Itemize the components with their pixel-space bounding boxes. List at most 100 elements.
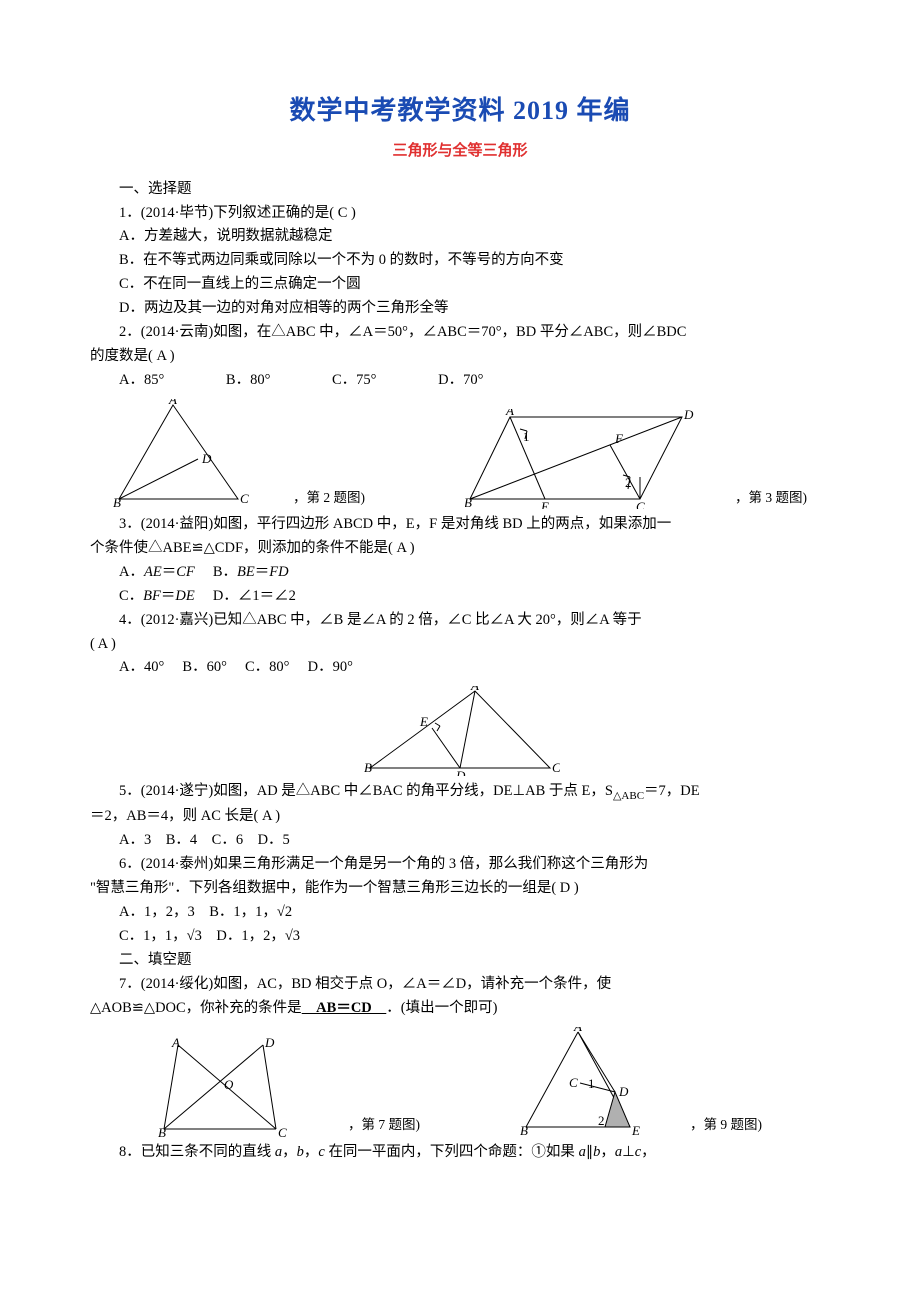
q8-c2: ， bbox=[304, 1144, 319, 1160]
main-title: 数学中考教学资料 2019 年编 bbox=[90, 90, 830, 133]
q6-line2: "智慧三角形"．下列各组数据中，能作为一个智慧三角形三边长的一组是( D ) bbox=[90, 877, 830, 901]
q3-ab: A．AE＝CF B．BE＝FD bbox=[90, 561, 830, 585]
q1: 1．(2014·毕节)下列叙述正确的是( C ) bbox=[90, 202, 830, 226]
svg-text:E: E bbox=[540, 499, 549, 509]
q3c-pre: C． bbox=[119, 588, 143, 604]
q8-c3: ， bbox=[600, 1144, 615, 1160]
section-1-heading: 一、选择题 bbox=[90, 178, 830, 202]
figure-q5: A B C D E bbox=[360, 686, 560, 776]
q5-pre: 5．(2014·遂宁)如图，AD 是△ABC 中∠BAC 的角平分线，DE⊥AB… bbox=[119, 783, 613, 799]
svg-text:A: A bbox=[505, 409, 514, 418]
q2-a: A．85° bbox=[119, 372, 164, 388]
q3b-pre: B． bbox=[198, 564, 237, 580]
q4-options: A．40° B．60° C．80° D．90° bbox=[90, 656, 830, 680]
svg-text:F: F bbox=[614, 431, 624, 446]
q7-line1: 7．(2014·绥化)如图，AC，BD 相交于点 O，∠A＝∠D，请补充一个条件… bbox=[90, 973, 830, 997]
q3a-eq: ＝ bbox=[162, 564, 177, 580]
svg-text:A: A bbox=[171, 1037, 180, 1050]
q2-c: C．75° bbox=[332, 372, 376, 388]
q8-line: 8．已知三条不同的直线 a，b，c 在同一平面内，下列四个命题：①如果 a∥b，… bbox=[90, 1141, 830, 1165]
q5-sub: △ABC bbox=[613, 790, 644, 802]
svg-text:E: E bbox=[419, 714, 428, 729]
q8-c4: ， bbox=[641, 1144, 656, 1160]
q3-cd: C．BF＝DE D．∠1＝∠2 bbox=[90, 585, 830, 609]
q4-c: C．80° bbox=[245, 659, 289, 675]
q6-cd: C．1，1，√3 D．1，2，√3 bbox=[90, 925, 830, 949]
q3a-pre: A． bbox=[119, 564, 144, 580]
svg-text:C: C bbox=[636, 499, 645, 509]
figcap-2: ，第 2 题图) bbox=[293, 487, 365, 509]
q8-c1: ， bbox=[282, 1144, 297, 1160]
q8-b: b bbox=[297, 1144, 304, 1160]
q8-pre: 8．已知三条不同的直线 bbox=[119, 1144, 275, 1160]
q4-line2: ( A ) bbox=[90, 633, 830, 657]
svg-text:A: A bbox=[470, 686, 479, 693]
q5-line2: ＝2，AB＝4，则 AC 长是( A ) bbox=[90, 805, 830, 829]
svg-text:B: B bbox=[465, 495, 472, 509]
figure-q3: ABCDEF12 bbox=[465, 409, 695, 509]
q8-aa: a bbox=[579, 1144, 586, 1160]
q7-postsuf: ．(填出一个即可) bbox=[386, 1000, 497, 1016]
svg-text:C: C bbox=[552, 760, 560, 775]
q7-line2: △AOB≌△DOC，你补充的条件是 AB＝CD ．(填出一个即可) bbox=[90, 997, 830, 1021]
q2-line1: 2．(2014·云南)如图，在△ABC 中，∠A＝50°，∠ABC＝70°，BD… bbox=[90, 321, 830, 345]
figcap-9: ，第 9 题图) bbox=[690, 1114, 762, 1136]
svg-text:2: 2 bbox=[598, 1113, 605, 1128]
svg-text:D: D bbox=[618, 1084, 629, 1099]
q3c-m1: BF bbox=[143, 588, 161, 604]
svg-text:B: B bbox=[113, 495, 121, 509]
figure-q2: ABCD bbox=[113, 399, 253, 509]
svg-text:C: C bbox=[278, 1125, 287, 1137]
svg-text:E: E bbox=[631, 1123, 640, 1137]
q2-b: B．80° bbox=[226, 372, 270, 388]
svg-text:A: A bbox=[573, 1027, 582, 1034]
q6-ab: A．1，2，3 B．1，1，√2 bbox=[90, 901, 830, 925]
q3-line1: 3．(2014·益阳)如图，平行四边形 ABCD 中，E，F 是对角线 BD 上… bbox=[90, 513, 830, 537]
figcap-7: ，第 7 题图) bbox=[348, 1114, 420, 1136]
q1-opt-c: C．不在同一直线上的三点确定一个圆 bbox=[90, 273, 830, 297]
q3c-m2: DE bbox=[175, 588, 194, 604]
q5-options: A．3 B．4 C．6 D．5 bbox=[90, 829, 830, 853]
svg-text:B: B bbox=[364, 760, 372, 775]
svg-text:D: D bbox=[455, 768, 466, 776]
q2-line2: 的度数是( A ) bbox=[90, 345, 830, 369]
svg-text:D: D bbox=[683, 409, 694, 422]
q4-a: A．40° bbox=[119, 659, 164, 675]
q5-mid: ＝7，DE bbox=[644, 783, 700, 799]
q3b-eq: ＝ bbox=[255, 564, 270, 580]
q3d: D．∠1＝∠2 bbox=[198, 588, 295, 604]
q1-opt-b: B．在不等式两边同乘或同除以一个不为 0 的数时，不等号的方向不变 bbox=[90, 249, 830, 273]
q8-par: ∥ bbox=[586, 1144, 593, 1160]
q4-d: D．90° bbox=[308, 659, 353, 675]
q6-line1: 6．(2014·泰州)如果三角形满足一个角是另一个角的 3 倍，那么我们称这个三… bbox=[90, 853, 830, 877]
q1-opt-a: A．方差越大，说明数据就越稳定 bbox=[90, 225, 830, 249]
figure-row-5: A B C D E bbox=[90, 686, 830, 776]
q3-line2: 个条件使△ABE≌△CDF，则添加的条件不能是( A ) bbox=[90, 537, 830, 561]
q5-line1: 5．(2014·遂宁)如图，AD 是△ABC 中∠BAC 的角平分线，DE⊥AB… bbox=[90, 780, 830, 805]
q3b-m2: FD bbox=[269, 564, 288, 580]
q3c-eq: ＝ bbox=[161, 588, 176, 604]
q7-postpre: △AOB≌△DOC，你补充的条件是 bbox=[90, 1000, 302, 1016]
svg-text:B: B bbox=[520, 1123, 528, 1137]
figcap-3: ，第 3 题图) bbox=[735, 487, 807, 509]
q8-aaa: a bbox=[615, 1144, 622, 1160]
q7-answer: AB＝CD bbox=[302, 1000, 387, 1016]
sub-title: 三角形与全等三角形 bbox=[90, 139, 830, 164]
svg-text:D: D bbox=[201, 451, 212, 466]
q8-mid: 在同一平面内，下列四个命题：①如果 bbox=[325, 1144, 579, 1160]
q4-line1: 4．(2012·嘉兴)已知△ABC 中，∠B 是∠A 的 2 倍，∠C 比∠A … bbox=[90, 609, 830, 633]
figure-q7: ABCDO bbox=[158, 1037, 308, 1137]
q8-perp: ⊥ bbox=[622, 1144, 635, 1160]
q2-options: A．85° B．80° C．75° D．70° bbox=[90, 369, 830, 393]
figure-q9: 1 2 A B C D E bbox=[520, 1027, 650, 1137]
svg-text:A: A bbox=[168, 399, 177, 407]
figure-row-2-3: ABCD ，第 2 题图) ABCDEF12 ，第 3 题图) bbox=[90, 399, 830, 509]
q3a-m1: AE bbox=[144, 564, 162, 580]
figure-row-7-9: A B C D O ，第 7 题图) 1 2 A B C D E ，第 9 题图) bbox=[90, 1027, 830, 1137]
svg-text:C: C bbox=[569, 1075, 578, 1090]
q4-b: B．60° bbox=[182, 659, 226, 675]
q3a-m2: CF bbox=[176, 564, 195, 580]
svg-text:O: O bbox=[224, 1077, 234, 1092]
svg-text:1: 1 bbox=[588, 1076, 595, 1091]
svg-text:B: B bbox=[158, 1125, 166, 1137]
